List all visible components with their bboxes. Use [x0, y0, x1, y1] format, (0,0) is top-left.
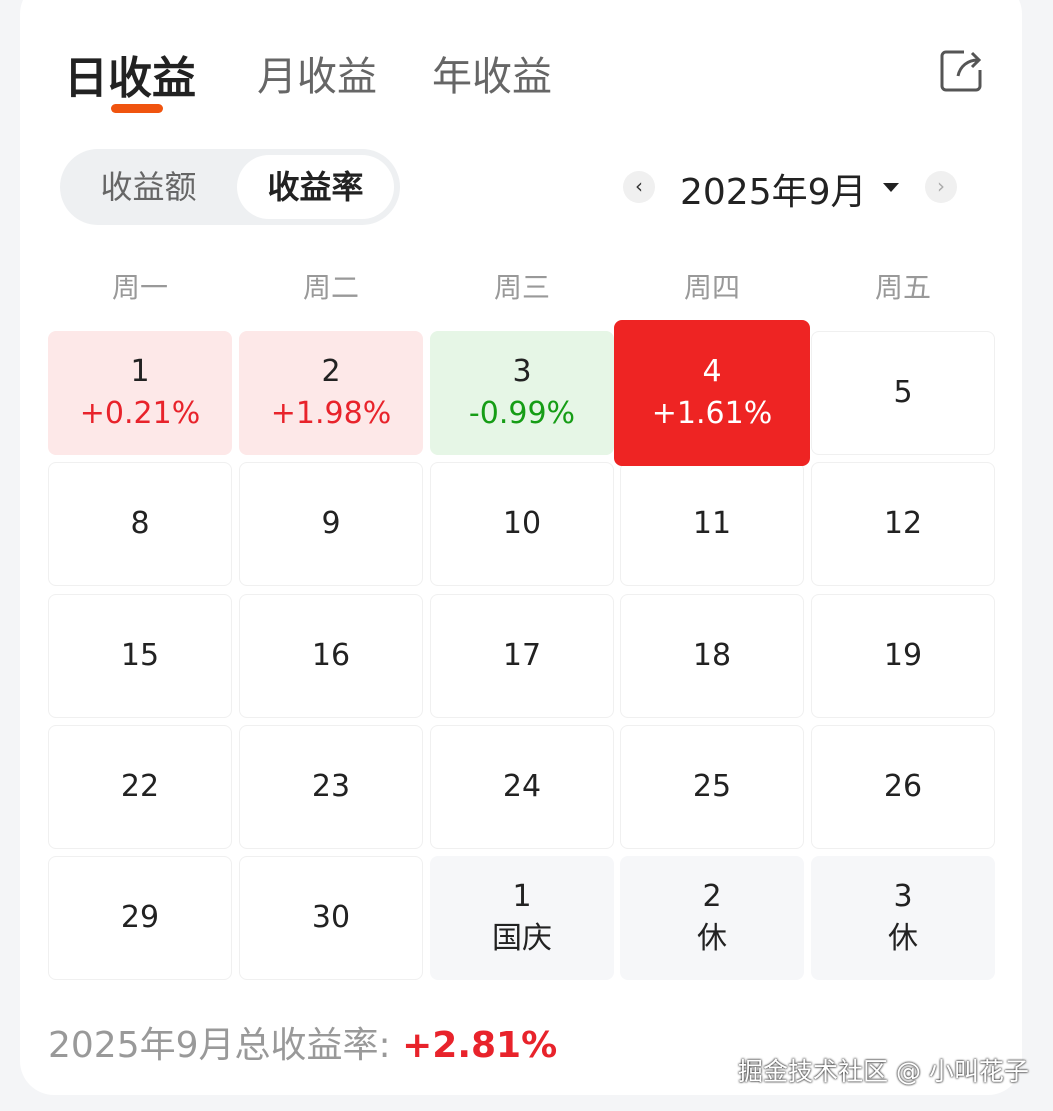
day-number: 10 [502, 506, 542, 541]
calendar-day[interactable]: 24 [430, 725, 614, 849]
day-number: 11 [692, 506, 732, 541]
calendar-day[interactable]: 16 [239, 594, 423, 718]
day-number: 30 [311, 900, 351, 935]
calendar-day[interactable]: 12 [811, 462, 995, 586]
month-total-value: +2.81% [402, 1025, 558, 1066]
calendar-day[interactable]: 15 [48, 594, 232, 718]
day-number: 26 [883, 769, 923, 804]
tab-monthly[interactable]: 月收益 [257, 54, 377, 100]
calendar-day[interactable]: 29 [48, 856, 232, 980]
weekday-header: 周五 [874, 271, 931, 304]
calendar-day[interactable]: 11 [620, 462, 804, 586]
toggle-amount[interactable]: 收益额 [100, 168, 197, 206]
weekday-header: 周三 [493, 271, 550, 304]
watermark: 掘金技术社区 @ 小叫花子 [738, 1057, 1029, 1086]
prev-month-button[interactable]: ‹ [623, 171, 655, 203]
day-number: 1 [512, 879, 532, 914]
calendar-day[interactable]: 25 [620, 725, 804, 849]
weekday-header: 周一 [111, 271, 168, 304]
day-number: 2 [702, 879, 722, 914]
day-number: 29 [120, 900, 160, 935]
month-total: 2025年9月总收益率: +2.81% [48, 1016, 557, 1068]
active-tab-indicator [111, 104, 163, 113]
day-number: 17 [502, 638, 542, 673]
metric-toggle: 收益额 收益率 [60, 149, 400, 225]
calendar-day[interactable]: 8 [48, 462, 232, 586]
day-number: 3 [893, 879, 913, 914]
daily-return: -0.99% [468, 396, 576, 431]
calendar-day[interactable]: 5 [811, 331, 995, 455]
calendar-day[interactable]: 22 [48, 725, 232, 849]
day-number: 24 [502, 769, 542, 804]
day-number: 19 [883, 638, 923, 673]
calendar-day[interactable]: 23 [239, 725, 423, 849]
toggle-rate[interactable]: 收益率 [237, 155, 394, 219]
day-number: 5 [893, 375, 913, 410]
holiday-label: 休 [888, 921, 918, 956]
calendar-day[interactable]: 17 [430, 594, 614, 718]
holiday-label: 国庆 [492, 921, 552, 956]
calendar-day[interactable]: 2 +1.98% [239, 331, 423, 455]
calendar-day[interactable]: 18 [620, 594, 804, 718]
day-number: 2 [321, 354, 341, 389]
calendar-day[interactable]: 30 [239, 856, 423, 980]
daily-return: +0.21% [79, 396, 201, 431]
day-number: 12 [883, 506, 923, 541]
calendar-day[interactable]: 3 -0.99% [430, 331, 614, 455]
calendar-day[interactable]: 10 [430, 462, 614, 586]
tab-yearly[interactable]: 年收益 [432, 54, 552, 100]
day-number: 3 [512, 354, 532, 389]
calendar-day[interactable]: 26 [811, 725, 995, 849]
share-icon[interactable] [940, 48, 984, 92]
day-number: 22 [120, 769, 160, 804]
day-number: 4 [702, 354, 722, 389]
calendar-day[interactable]: 9 [239, 462, 423, 586]
daily-return: +1.61% [651, 396, 773, 431]
tab-daily[interactable]: 日收益 [64, 53, 196, 104]
weekday-header: 周二 [302, 271, 359, 304]
calendar-day[interactable]: 1 国庆 [430, 856, 614, 980]
daily-return: +1.98% [270, 396, 392, 431]
day-number: 16 [311, 638, 351, 673]
day-number: 18 [692, 638, 732, 673]
next-month-button[interactable]: › [925, 171, 957, 203]
calendar-day[interactable]: 19 [811, 594, 995, 718]
weekday-header: 周四 [683, 271, 740, 304]
month-selector[interactable]: 2025年9月 [680, 172, 867, 213]
day-number: 8 [130, 506, 150, 541]
day-number: 1 [130, 354, 150, 389]
day-number: 23 [311, 769, 351, 804]
calendar-day[interactable]: 4 +1.61% [614, 320, 810, 466]
day-number: 25 [692, 769, 732, 804]
holiday-label: 休 [697, 921, 727, 956]
calendar-day[interactable]: 1 +0.21% [48, 331, 232, 455]
day-number: 15 [120, 638, 160, 673]
day-number: 9 [321, 506, 341, 541]
month-total-label: 2025年9月总收益率: [48, 1025, 403, 1066]
caret-down-icon[interactable] [883, 183, 899, 192]
